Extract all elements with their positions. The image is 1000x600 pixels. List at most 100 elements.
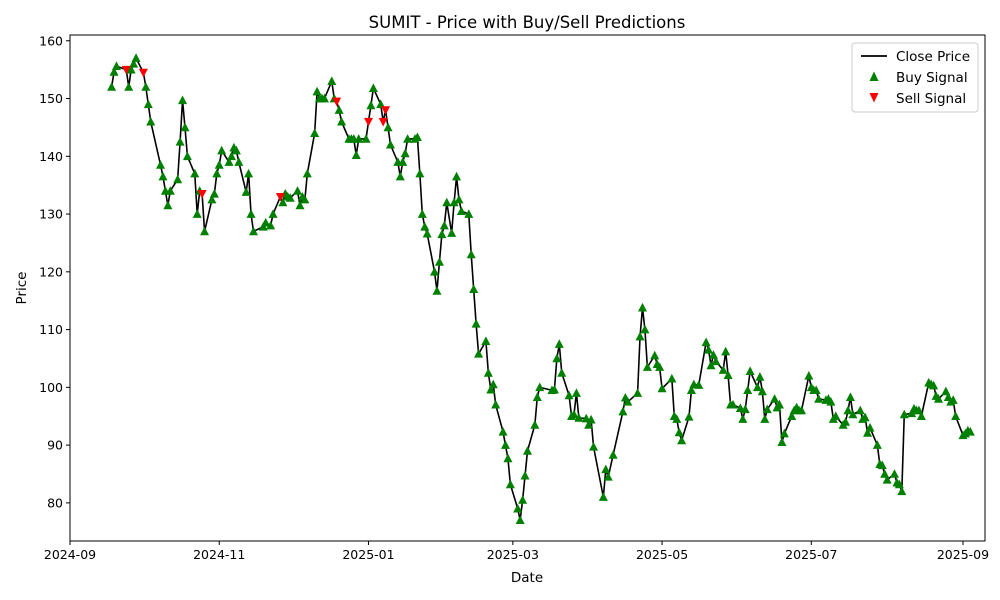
buy-signal-marker — [684, 412, 694, 421]
buy-signal-marker — [811, 385, 821, 395]
buy-signal-marker — [513, 503, 523, 513]
buy-signal-marker — [437, 229, 447, 239]
buy-signal-marker — [200, 226, 210, 236]
buy-signal-marker — [266, 220, 276, 230]
buy-signal-marker — [212, 168, 222, 178]
buy-signal-marker — [261, 217, 271, 227]
buy-signal-marker — [231, 145, 241, 155]
sell-signal-marker — [332, 97, 342, 107]
buy-signal-marker — [214, 160, 224, 169]
buy-signal-marker — [554, 339, 564, 348]
buy-signal-marker — [361, 134, 371, 143]
buy-signal-marker — [376, 99, 386, 109]
legend-sell-swatch — [869, 93, 879, 103]
buy-signal-marker — [420, 221, 430, 231]
buy-signal-marker — [745, 366, 755, 375]
buy-signal-marker — [334, 105, 344, 114]
y-tick-label: 100 — [39, 380, 63, 395]
buy-signal-marker — [209, 189, 219, 198]
buy-signal-marker — [319, 93, 329, 103]
legend-label-buy-signal: Buy Signal — [896, 70, 968, 86]
buy-signal-marker — [126, 64, 136, 74]
buy-signal-marker — [337, 116, 347, 126]
buy-signal-marker — [302, 168, 312, 178]
buy-signal-marker — [178, 95, 188, 105]
chart-title: SUMIT - Price with Buy/Sell Predictions — [369, 13, 686, 32]
legend-label-sell-signal: Sell Signal — [896, 91, 966, 107]
buy-signal-marker — [422, 228, 432, 238]
buy-signal-marker — [503, 453, 513, 463]
buy-signal-marker — [774, 399, 784, 409]
buy-signal-marker — [141, 82, 151, 91]
buy-signal-marker — [488, 379, 498, 389]
buy-signal-marker — [285, 193, 295, 202]
x-tick-label: 2024-09 — [44, 547, 96, 562]
y-tick-label: 110 — [39, 322, 63, 337]
x-axis-title: Date — [511, 570, 543, 586]
buy-signal-marker — [603, 472, 613, 481]
buy-signal-marker — [124, 82, 134, 91]
buy-signal-marker — [865, 422, 875, 432]
buy-signal-marker — [860, 412, 870, 422]
buy-signal-marker — [897, 486, 907, 496]
buy-signal-marker — [327, 76, 337, 86]
buy-signal-marker — [598, 492, 608, 501]
buy-signal-marker — [701, 337, 711, 347]
buy-signal-marker — [207, 194, 217, 204]
buy-signal-marker — [454, 194, 464, 204]
axes-frame — [69, 34, 986, 542]
buy-signal-marker — [948, 395, 958, 404]
buy-signal-marker — [907, 408, 917, 418]
buy-signal-marker — [400, 148, 410, 158]
buy-signal-marker — [439, 220, 449, 230]
buy-signal-marker — [787, 411, 797, 421]
buy-signal-marker — [434, 257, 444, 266]
buy-signal-marker — [797, 405, 807, 415]
sell-signal-marker — [363, 117, 373, 127]
buy-signal-marker — [295, 200, 305, 210]
buy-signal-marker — [640, 324, 650, 334]
buy-signal-marker — [300, 194, 310, 204]
buy-signal-marker — [965, 427, 975, 436]
buy-signal-marker — [635, 331, 645, 341]
buy-signal-marker — [657, 383, 667, 393]
x-tick-label: 2025-01 — [342, 547, 394, 562]
buy-signal-marker — [655, 362, 665, 371]
buy-signal-marker — [163, 200, 173, 210]
buy-signal-marker — [366, 100, 376, 110]
buy-signal-marker — [951, 411, 961, 421]
buy-signal-marker — [368, 83, 378, 92]
buy-signal-marker — [618, 406, 628, 416]
buy-signal-marker — [515, 515, 525, 525]
legend-box — [851, 42, 979, 113]
buy-signal-marker — [415, 168, 425, 178]
buy-signal-marker — [111, 61, 121, 70]
buy-signal-marker — [877, 460, 887, 470]
buy-signal-marker — [143, 99, 153, 109]
buy-signal-marker — [601, 464, 611, 474]
buy-signal-marker — [757, 386, 767, 396]
buy-signal-marker — [474, 349, 484, 358]
buy-signal-marker — [848, 409, 858, 419]
buy-signal-marker — [899, 409, 909, 419]
buy-signal-marker — [831, 411, 841, 421]
sell-signal-marker — [378, 117, 388, 127]
y-axis: 80 90 100 110 120 130 140 150 160 — [39, 33, 70, 510]
y-tick-label: 140 — [39, 149, 63, 164]
buy-signal-marker — [894, 479, 904, 489]
buy-signal-marker — [481, 336, 491, 345]
buy-signal-marker — [718, 365, 728, 374]
buy-signal-marker — [500, 440, 510, 449]
sell-signal-marker — [197, 190, 207, 199]
buy-signal-marker — [398, 157, 408, 166]
buy-signal-marker — [571, 388, 581, 397]
buy-signal-marker — [934, 394, 944, 403]
buy-signal-marker — [711, 356, 721, 366]
buy-signal-marker — [863, 428, 873, 437]
buy-signal-marker — [650, 350, 660, 360]
buy-signal-marker — [535, 382, 545, 392]
buy-signal-marker — [165, 186, 175, 195]
buy-signal-marker — [552, 353, 562, 363]
